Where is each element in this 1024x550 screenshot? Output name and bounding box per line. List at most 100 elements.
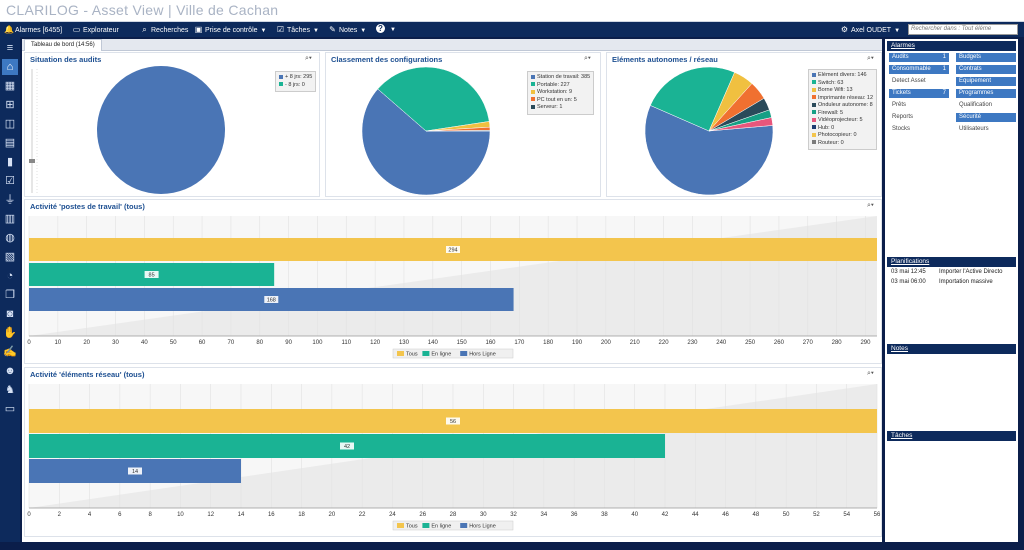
hierarchy-icon[interactable]: ⊞ (5, 99, 15, 111)
database-icon[interactable]: ◙ (6, 308, 14, 320)
schedules-header[interactable]: Planifications (887, 257, 1016, 267)
global-search-input[interactable]: Rechercher dans : Tout éléme (908, 24, 1018, 35)
usb-icon[interactable]: ⏚ (4, 194, 16, 206)
pie-slice[interactable] (644, 105, 774, 196)
legend-label[interactable]: Hors Ligne (469, 352, 496, 358)
package-icon[interactable]: ◫ (4, 118, 16, 130)
zoom-icon[interactable]: ⌕▾ (867, 370, 874, 377)
alarm-button[interactable]: Detect Asset (889, 77, 949, 86)
pie-slice[interactable] (361, 88, 491, 196)
alarm-button[interactable]: Prêts (889, 101, 949, 110)
legend-label[interactable]: En ligne (431, 524, 451, 530)
user-gear-icon[interactable]: ♞ (5, 384, 15, 396)
x-tick-label: 260 (774, 340, 785, 346)
legend-item[interactable]: Photocopieur: 0 (812, 132, 873, 140)
legend-label[interactable]: Tous (406, 524, 418, 530)
legend-label[interactable]: Hors Ligne (469, 524, 496, 530)
alarm-button[interactable]: Sécurité (956, 113, 1016, 122)
legend-item[interactable]: Hub: 0 (812, 125, 873, 133)
legend-label: + 8 jrs: 295 (285, 74, 313, 80)
battery-icon[interactable]: ▮ (6, 156, 14, 168)
legend-item[interactable]: Firewall: 5 (812, 110, 873, 118)
notes-header[interactable]: Notes (887, 344, 1016, 354)
tasks-header[interactable]: Tâches (887, 431, 1016, 441)
legend-label[interactable]: Tous (406, 352, 418, 358)
pie-slice[interactable] (708, 117, 774, 132)
menu-alarms[interactable]: 🔔Alarmes [6455] (4, 24, 62, 35)
pie-autonomous-elements (644, 66, 774, 196)
alarm-button[interactable]: Reports (889, 113, 949, 122)
legend-item[interactable]: Imprimante réseau: 12 (812, 95, 873, 103)
legend-item[interactable]: Serveur: 1 (531, 104, 590, 112)
schedule-row[interactable]: 03 mai 12:45 Importer l'Active Directo (891, 268, 1015, 276)
menu-notes[interactable]: ✎ Notes ▼ (328, 24, 366, 35)
legend-item[interactable]: Workstation: 9 (531, 89, 590, 97)
pie-configurations (361, 66, 491, 196)
alarm-button[interactable]: Tickets 7 (889, 89, 949, 98)
legend-configurations: Station de travail: 385 Portable: 227 Work… (527, 71, 595, 115)
legend-item[interactable]: Portable: 227 (531, 82, 590, 90)
alarm-button[interactable]: Utilisateurs (956, 125, 1016, 134)
tab-dashboard[interactable]: Tableau de bord (14:56) (24, 39, 102, 51)
legend-label: Onduleur autonome: 8 (818, 102, 873, 108)
menu-icon[interactable]: ≡ (6, 42, 14, 54)
alarm-button[interactable]: Qualification (956, 101, 1016, 110)
document-icon[interactable]: ▧ (4, 251, 16, 263)
pie-slice[interactable] (377, 66, 490, 132)
alarm-button[interactable]: Contrats (956, 65, 1016, 74)
home-icon[interactable]: ⌂ (2, 59, 18, 75)
pie-slice[interactable] (425, 130, 491, 132)
menu-help[interactable]: ? ▼ (376, 24, 396, 35)
legend-item[interactable]: - 8 jrs: 0 (279, 82, 312, 90)
legend-item[interactable]: Elément divers: 146 (812, 72, 873, 80)
copy-icon[interactable]: ❐ (5, 289, 15, 301)
pie-slice[interactable] (97, 66, 225, 194)
legend-item[interactable]: Borne Wifi: 13 (812, 87, 873, 95)
app-title: CLARILOG - Asset View | Ville de Cachan (6, 2, 279, 18)
network-icon[interactable]: ▦ (4, 80, 16, 92)
server-icon[interactable]: ▤ (4, 137, 16, 149)
alarm-button[interactable]: Equipement (956, 77, 1016, 86)
legend-item[interactable]: Station de travail: 385 (531, 74, 590, 82)
panel-network-activity-title: Activité 'éléments réseau' (tous) (30, 370, 145, 379)
checklist-icon[interactable]: ☑ (5, 175, 15, 187)
x-tick-label: 240 (716, 340, 727, 346)
legend-label[interactable]: En ligne (431, 352, 451, 358)
alarm-button[interactable]: Budgets (956, 53, 1016, 62)
alarms-header[interactable]: Alarmes (887, 41, 1016, 51)
menu-tasks[interactable]: ☑ Tâches ▼ (276, 24, 319, 35)
window-icon[interactable]: ▭ (4, 403, 16, 415)
zoom-icon[interactable]: ⌕▾ (867, 55, 874, 62)
legend-label: Firewall: 5 (818, 109, 844, 116)
zoom-icon[interactable]: ⌕▾ (584, 55, 591, 62)
globe-icon[interactable]: ◍ (5, 232, 15, 244)
alarm-button[interactable]: Audits 1 (889, 53, 949, 62)
zoom-icon[interactable]: ⌕▾ (867, 202, 874, 209)
schedule-row[interactable]: 03 mai 06:00 Importation massive (891, 278, 1015, 286)
menu-searches[interactable]: ⌕ Recherches (140, 24, 188, 35)
barcode-icon[interactable]: ▥ (4, 213, 16, 225)
pie-slice[interactable] (650, 66, 735, 132)
alarm-button[interactable]: Programmes (956, 89, 1016, 98)
zoom-icon[interactable]: ⌕▾ (305, 55, 312, 62)
users-icon[interactable]: ☻ (4, 365, 16, 377)
legend-item[interactable]: PC tout en un: 5 (531, 97, 590, 105)
legend-autonomous-elements: Elément divers: 146 Switch: 63 Borne Wifi:… (808, 69, 878, 150)
zoom-slider-handle[interactable] (29, 159, 35, 163)
menu-explorer[interactable]: ▭ Explorateur (72, 24, 119, 35)
pie-icon[interactable]: ◔ (6, 270, 14, 282)
user-menu[interactable]: ⚙ Axel OUDET ▼ (840, 24, 900, 35)
legend-swatch (531, 104, 535, 109)
contract-icon[interactable]: ✍ (3, 346, 17, 358)
alarm-button[interactable]: Consommable 1 (889, 65, 949, 74)
menu-remote-control[interactable]: ▣ Prise de contrôle ▼ (194, 24, 267, 35)
alarm-button[interactable]: Stocks (889, 125, 949, 134)
legend-item[interactable]: Switch: 63 (812, 80, 873, 88)
hand-icon[interactable]: ✋ (3, 327, 17, 339)
legend-swatch (279, 82, 283, 87)
legend-item[interactable]: + 8 jrs: 295 (279, 74, 312, 82)
legend-swatch (531, 82, 535, 87)
legend-item[interactable]: Onduleur autonome: 8 (812, 102, 873, 110)
legend-item[interactable]: Vidéoprojecteur: 5 (812, 117, 873, 125)
legend-item[interactable]: Routeur: 0 (812, 140, 873, 148)
